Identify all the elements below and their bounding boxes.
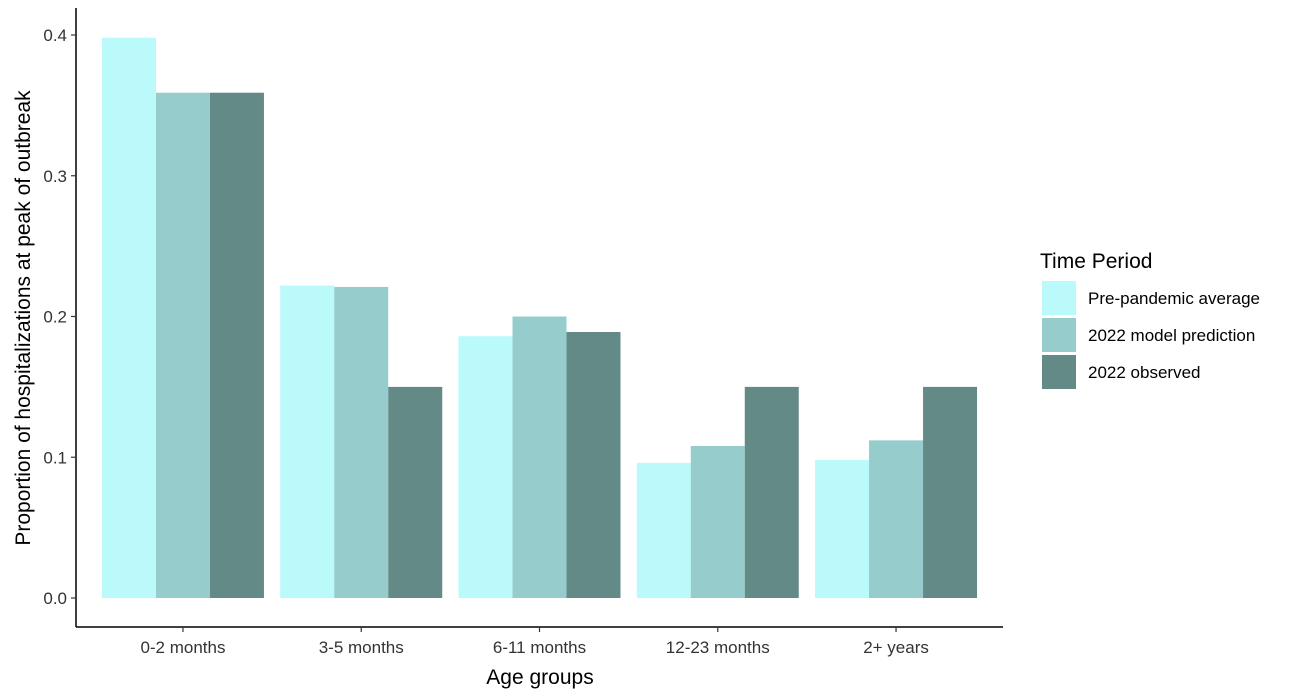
bar (923, 387, 977, 598)
y-axis-title: Proportion of hospitalizations at peak o… (12, 90, 35, 546)
y-tick-label: 0.2 (43, 308, 67, 327)
x-tick-label: 2+ years (863, 638, 929, 657)
bar (567, 332, 621, 598)
bar (210, 93, 264, 598)
y-tick-label: 0.1 (43, 448, 67, 467)
y-axis-ticks: 0.0 0.1 0.2 0.3 0.4 (43, 26, 76, 608)
x-axis-title: Age groups (486, 666, 593, 689)
bar (869, 440, 923, 598)
x-tick-label: 0-2 months (140, 638, 225, 657)
legend-swatch (1042, 281, 1076, 315)
legend-label: 2022 model prediction (1088, 326, 1255, 345)
bar (459, 336, 513, 598)
legend-swatch (1042, 355, 1076, 389)
bar (388, 387, 442, 598)
legend: Time Period Pre-pandemic average 2022 mod… (1040, 250, 1260, 389)
bar (815, 460, 869, 598)
x-tick-label: 12-23 months (666, 638, 770, 657)
bar (513, 317, 567, 599)
x-tick-label: 6-11 months (493, 638, 586, 657)
legend-title: Time Period (1040, 250, 1152, 273)
x-tick-label: 3-5 months (319, 638, 404, 657)
bar (334, 287, 388, 598)
x-axis-ticks: 0-2 months 3-5 months 6-11 months 12-23 mon… (140, 627, 928, 657)
legend-label: Pre-pandemic average (1088, 289, 1260, 308)
bar (102, 38, 156, 598)
bars (102, 38, 977, 598)
y-tick-label: 0.4 (43, 26, 67, 45)
bar (691, 446, 745, 598)
y-tick-label: 0.0 (43, 589, 67, 608)
y-tick-label: 0.3 (43, 167, 67, 186)
bar (745, 387, 799, 598)
bar (280, 286, 334, 598)
bar (637, 463, 691, 598)
legend-label: 2022 observed (1088, 363, 1200, 382)
legend-swatch (1042, 318, 1076, 352)
bar (156, 93, 210, 598)
